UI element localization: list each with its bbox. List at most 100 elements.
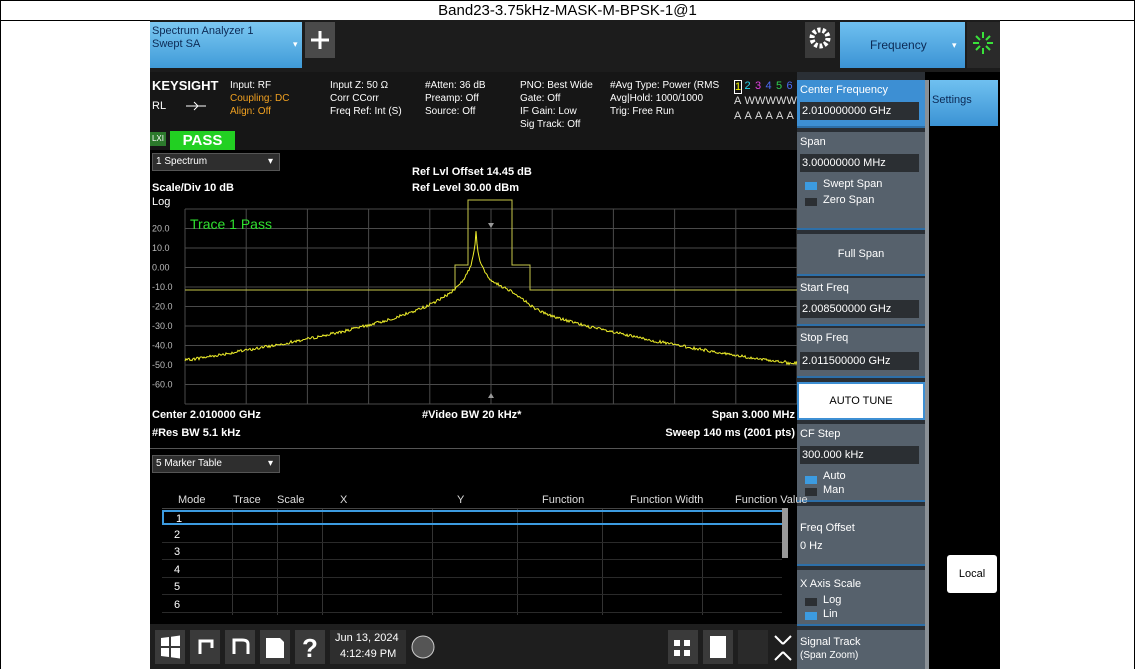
option-indicator — [805, 182, 817, 190]
lxi-badge: LXI — [150, 132, 166, 146]
softkey[interactable]: Center Frequency 2.010000000 GHz — [797, 80, 925, 128]
marker-triangle — [488, 393, 494, 398]
y-axis-label: -10.0 — [152, 282, 173, 292]
divider — [150, 448, 797, 449]
spinner-icon — [973, 32, 993, 54]
window-title: Band23-3.75kHz-MASK-M-BPSK-1@1 — [0, 0, 1135, 21]
taskbar-icons: ? — [155, 630, 792, 664]
option-label: Swept Span — [823, 178, 883, 190]
option-label: Zero Span — [823, 194, 875, 206]
softkey[interactable]: Freq Offset 0 Hz — [797, 506, 925, 566]
status-icon — [967, 22, 1000, 68]
trace-indicator: W — [744, 95, 755, 107]
table-header: Scale — [277, 494, 305, 506]
window-dropdown[interactable]: 5 Marker Table ▾ — [152, 455, 280, 473]
table-row[interactable]: 6 — [162, 598, 782, 613]
softkey[interactable]: Full Span — [797, 234, 925, 276]
tab-label: Settings — [932, 94, 972, 106]
windows-icon — [161, 635, 180, 659]
trace-indicator: 4 — [765, 80, 772, 92]
status-text: Align: Off — [230, 106, 271, 117]
y-axis-label: -50.0 — [152, 360, 173, 370]
dropdown-arrow: ▾ — [293, 39, 298, 49]
table-row[interactable]: 4 — [162, 563, 782, 578]
time: 4:12:49 PM — [340, 648, 397, 660]
status-text: Preamp: Off — [425, 93, 479, 104]
y-axis-label: -60.0 — [152, 380, 173, 390]
window-button[interactable] — [738, 630, 768, 664]
column-line — [277, 509, 278, 615]
spectrum-plot: 20.0 10.0 0.00 -10.0 -20.0 -30.0 -40.0 -50.0 -60… — [152, 199, 797, 405]
softkey[interactable]: Span 3.00000000 MHz Swept Span Zero Span — [797, 132, 925, 230]
status-text: Freq Ref: Int (S) — [330, 106, 402, 117]
scroll-rail — [925, 80, 929, 669]
softkey[interactable]: CF Step 300.000 kHz Auto Man — [797, 424, 925, 502]
softkey-label: Span — [800, 136, 826, 148]
local-button[interactable]: Local — [947, 555, 997, 593]
status-text: #Atten: 36 dB — [425, 80, 486, 91]
status-text: Avg|Hold: 1000/1000 — [610, 93, 704, 104]
softkey[interactable]: AUTO TUNE — [797, 382, 925, 420]
option-label: Man — [823, 484, 845, 496]
trace-indicator: A — [734, 110, 742, 122]
status-text: Source: Off — [425, 106, 476, 117]
menu-button[interactable]: Frequency ▾ — [840, 22, 965, 68]
status-text: Trig: Free Run — [610, 106, 675, 117]
plus-icon — [311, 31, 329, 49]
start-button[interactable] — [155, 630, 185, 664]
scrollbar[interactable] — [782, 508, 788, 558]
table-row[interactable]: 1 — [162, 510, 784, 525]
softkey-label: X Axis Scale — [800, 578, 862, 590]
trace-indicator: 1 — [734, 80, 743, 94]
add-button[interactable] — [305, 22, 335, 58]
settings-gear[interactable] — [805, 22, 835, 58]
trace-indicator: W — [765, 95, 776, 107]
window-dropdown[interactable]: 1 Spectrum ▾ — [152, 153, 280, 171]
undo-button[interactable] — [190, 630, 220, 664]
button-label: Local — [958, 568, 986, 580]
trace-indicator: A — [734, 95, 742, 107]
softkey-label: Center Frequency — [800, 84, 889, 96]
trace-indicator: A — [786, 110, 794, 122]
layout-button[interactable] — [668, 630, 698, 664]
ref-offset: Ref Lvl Offset 14.45 dB — [412, 166, 532, 178]
mode-tab[interactable]: Spectrum Analyzer 1 Swept SA ▾ — [150, 22, 302, 68]
softkey-label: AUTO TUNE — [829, 395, 893, 407]
column-line — [432, 509, 433, 615]
option-indicator — [805, 598, 817, 606]
log-label: Log — [152, 196, 171, 208]
settings-tab[interactable]: Settings — [930, 80, 998, 126]
option-indicator — [805, 476, 817, 484]
column-line — [322, 509, 323, 615]
softkey-label: Freq Offset — [800, 522, 855, 534]
status-text: Input Z: 50 Ω — [330, 80, 389, 91]
softkey[interactable]: Stop Freq 2.011500000 GHz — [797, 328, 925, 378]
softkey[interactable]: Start Freq 2.008500000 GHz — [797, 278, 925, 326]
softkey[interactable]: Signal Track (Span Zoom) — [797, 630, 925, 669]
softkey-label: Stop Freq — [800, 332, 849, 344]
redo-button[interactable] — [225, 630, 255, 664]
y-axis-label: 0.00 — [152, 263, 170, 273]
trace-indicator: W — [786, 95, 797, 107]
center-label: Center 2.010000 GHz — [152, 409, 261, 421]
dropdown-arrow: ▾ — [952, 40, 957, 50]
table-row[interactable]: 5 — [162, 580, 782, 595]
status-text: Sig Track: Off — [520, 119, 581, 130]
trace-status: Trace 1 Pass — [190, 216, 272, 232]
tab-line: Spectrum Analyzer 1 — [152, 25, 254, 37]
trace-indicator: A — [765, 110, 773, 122]
chat-icon[interactable] — [411, 635, 435, 659]
status-area — [150, 72, 797, 150]
table-row[interactable]: 2 — [162, 528, 782, 543]
status-text: RL — [152, 100, 167, 112]
softkey[interactable]: X Axis Scale Log Lin — [797, 570, 925, 626]
file-icon — [266, 638, 284, 658]
fullscreen-icon[interactable] — [774, 635, 792, 661]
help-button[interactable] — [295, 630, 325, 664]
softkey-value: 3.00000000 MHz — [800, 154, 919, 172]
table-row[interactable]: 3 — [162, 545, 782, 560]
table-header: Function Width — [630, 494, 704, 506]
status-text: #Avg Type: Power (RMS — [610, 80, 720, 91]
status-text: PNO: Best Wide — [520, 80, 593, 91]
span-label: Span 3.000 MHz — [711, 409, 795, 421]
